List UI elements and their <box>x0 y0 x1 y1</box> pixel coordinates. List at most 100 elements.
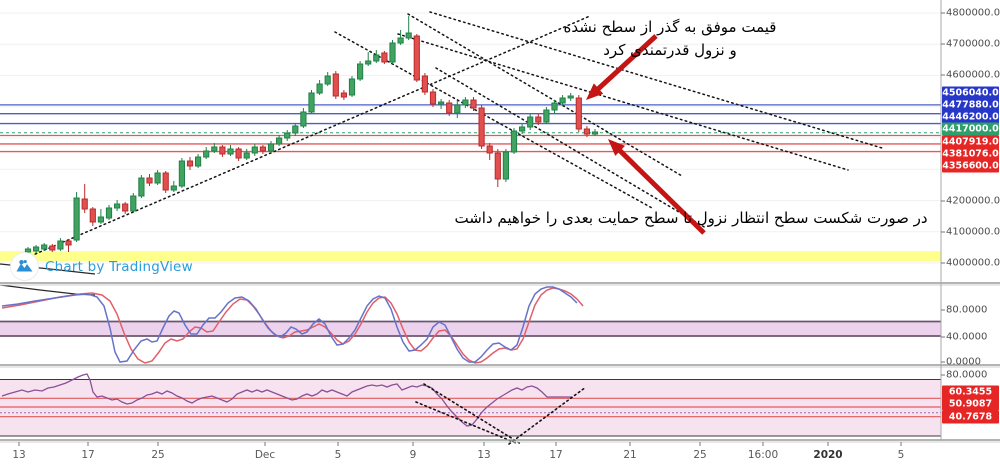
candle-up <box>211 146 218 152</box>
candle-up <box>551 102 558 111</box>
candle-up <box>300 111 307 127</box>
rsi-trendline <box>415 401 517 444</box>
candle-up <box>462 99 469 106</box>
candle-down <box>49 245 56 251</box>
candle-down <box>186 160 194 167</box>
annotation-rejection-line2: و نزول قدرتمندی کرد <box>603 40 737 59</box>
stoch-scale-label: 0.0000 <box>946 356 981 368</box>
candle-up <box>24 248 32 253</box>
candle-up <box>502 151 509 180</box>
rsi-trendline <box>423 383 522 445</box>
candle-up <box>397 37 404 44</box>
price-label: 4700000.0 <box>946 38 1000 50</box>
candle-up <box>251 146 258 154</box>
candle-up <box>227 148 234 155</box>
candle-up <box>73 197 80 241</box>
candle-up <box>510 130 518 153</box>
trendline <box>397 33 849 171</box>
rsi-line <box>1 373 572 427</box>
price-label: 4000000.0 <box>946 257 1000 269</box>
candle-down <box>575 97 582 130</box>
candle-up <box>195 156 202 167</box>
candle-down <box>486 145 493 154</box>
stoch-red-line <box>1 287 584 364</box>
candle-down <box>122 203 129 212</box>
annotation-breakdown-note: در صورت شکست سطح انتظار نزول تا سطح حمای… <box>454 209 928 227</box>
time-label: 5 <box>897 449 905 461</box>
stoch-scale-label: 80.0000 <box>946 304 988 316</box>
rsi-scale-label: 80.0000 <box>946 369 988 381</box>
price-level-badge: 4407919.0 <box>942 135 999 149</box>
candle-up <box>57 240 64 250</box>
candle-up <box>178 160 186 187</box>
stoch-blue-line <box>1 286 578 363</box>
annotation-rejection-note: قیمت موفق به گذر از سطح نشده و نزول قدرت… <box>515 16 825 61</box>
tradingview-watermark[interactable]: Chart by TradingView <box>11 253 193 280</box>
rsi-level-badge: 50.9087 <box>942 397 999 411</box>
candle-up <box>405 32 412 39</box>
candle-up <box>170 185 177 191</box>
price-label: 4600000.0 <box>946 69 1000 81</box>
candle-up <box>308 92 315 113</box>
rsi-level-badge: 40.7678 <box>942 410 999 424</box>
time-label: 17 <box>81 449 95 461</box>
rsi-band <box>0 379 941 436</box>
candle-up <box>284 132 291 139</box>
trendline <box>25 15 591 259</box>
candle-down <box>89 208 96 223</box>
time-label: 2020 <box>813 449 843 461</box>
candle-up <box>41 244 48 250</box>
candle-up <box>316 83 323 94</box>
candle-up <box>454 104 461 114</box>
candle-up <box>276 137 283 145</box>
candle-up <box>365 60 372 65</box>
candle-up <box>292 125 299 134</box>
price-level-badge: 4417000.0 <box>942 122 999 136</box>
price-level-badge: 4356600.0 <box>942 159 999 173</box>
time-label: 25 <box>693 449 707 461</box>
candle-down <box>146 177 153 184</box>
candle-up <box>33 246 40 252</box>
candle-up <box>519 126 526 132</box>
price-level-badge: 4446200.0 <box>942 110 999 124</box>
candle-down <box>478 107 485 147</box>
candle-down <box>421 75 428 93</box>
price-label: 4100000.0 <box>946 226 1000 238</box>
candle-down <box>494 152 501 180</box>
arrow-shaft <box>614 145 706 235</box>
candle-down <box>535 116 542 123</box>
time-label: 21 <box>623 449 637 461</box>
price-level-badge: 4381076.0 <box>942 147 999 161</box>
candle-up <box>348 78 356 96</box>
candle-down <box>259 146 266 152</box>
candle-down <box>219 146 226 155</box>
time-label: Dec <box>254 449 276 461</box>
candle-down <box>235 148 242 159</box>
candle-up <box>591 131 599 135</box>
candle-down <box>162 172 169 191</box>
candle-down <box>332 73 339 97</box>
rsi-level-badge: 60.3455 <box>942 385 999 399</box>
candle-up <box>243 152 250 159</box>
candle-up <box>438 101 445 105</box>
tradingview-logo-icon <box>11 253 38 280</box>
trendline <box>429 11 883 149</box>
trendline <box>407 13 683 177</box>
candle-up <box>154 172 161 184</box>
candle-up <box>373 54 380 62</box>
rsi-trendline <box>508 386 587 445</box>
highlight-band <box>0 251 941 261</box>
price-label: 4200000.0 <box>946 195 1000 207</box>
arrow-head <box>586 83 604 100</box>
price-level-badge: 4477880.0 <box>942 98 999 112</box>
time-label: 13 <box>477 449 491 461</box>
candle-up <box>267 143 275 152</box>
candle-up <box>543 109 550 123</box>
candle-up <box>130 195 137 212</box>
candle-up <box>97 216 105 223</box>
candle-up <box>559 97 566 104</box>
candle-down <box>381 52 388 63</box>
candle-down <box>446 102 453 114</box>
